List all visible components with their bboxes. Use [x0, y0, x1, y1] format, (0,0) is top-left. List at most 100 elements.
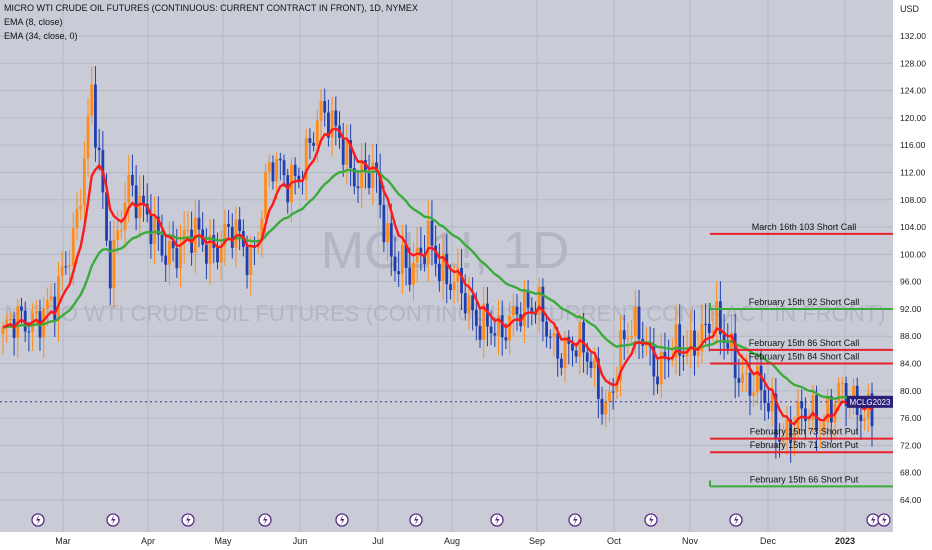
candle-body: [393, 256, 397, 272]
price-tick-label: 76.00: [900, 413, 922, 423]
candle-body: [467, 295, 471, 314]
candle-body: [523, 291, 526, 327]
time-tick-label: Jul: [372, 536, 384, 546]
time-tick-label: Jun: [293, 536, 308, 546]
candle-body: [678, 324, 682, 356]
price-tick-label: 112.00: [900, 167, 926, 177]
candle-body: [156, 216, 160, 235]
indicator-ema-slow[interactable]: EMA (34, close, 0): [4, 31, 78, 41]
candle-body: [112, 239, 116, 289]
candle-body: [334, 110, 338, 126]
candle-body: [119, 230, 123, 232]
candle-body: [718, 301, 722, 335]
candle-body: [667, 359, 671, 361]
candle-body: [415, 247, 419, 263]
candle-body: [138, 195, 142, 219]
lightning-icon[interactable]: [866, 513, 880, 527]
price-tick-label: 108.00: [900, 195, 926, 205]
lightning-icon[interactable]: [568, 513, 582, 527]
candle-body: [700, 323, 704, 352]
price-tick-label: 96.00: [900, 277, 922, 287]
candle-body: [622, 330, 626, 340]
time-axis-bg: [0, 532, 893, 550]
candle-body: [726, 343, 730, 349]
candle-body: [541, 286, 545, 322]
lightning-icon[interactable]: [644, 513, 658, 527]
candle-body: [741, 373, 744, 383]
candle-body: [142, 195, 145, 204]
candle-body: [312, 142, 316, 146]
watermark-name: MICRO WTI CRUDE OIL FUTURES (CONTINUOUS:…: [5, 301, 886, 326]
candle-body: [75, 208, 79, 229]
candle-body: [20, 306, 23, 311]
candle-body: [563, 336, 567, 368]
candle-body: [175, 248, 179, 269]
price-tick-label: 124.00: [900, 86, 926, 96]
ema-lines: [2, 127, 873, 426]
candle-body: [489, 326, 493, 334]
candle-body: [386, 223, 389, 243]
lightning-icon[interactable]: [409, 513, 423, 527]
candle-body: [426, 220, 430, 265]
candle-body: [770, 393, 774, 412]
candle-body: [238, 219, 242, 232]
candle-body: [304, 138, 308, 181]
candle-body: [693, 330, 696, 356]
candle-body: [94, 84, 97, 148]
lightning-icon[interactable]: [258, 513, 272, 527]
candle-body: [430, 220, 434, 246]
event-icons[interactable]: [31, 513, 891, 527]
candle-body: [785, 419, 789, 438]
candle-body: [412, 262, 415, 285]
candle-body: [423, 255, 426, 265]
candle-body: [689, 330, 693, 350]
candle-body: [45, 300, 49, 309]
candle-body: [863, 418, 867, 422]
candle-body: [463, 293, 467, 314]
candle-body: [179, 243, 182, 269]
candle-body: [49, 296, 53, 301]
time-tick-label: Mar: [55, 536, 71, 546]
price-tick-label: 116.00: [900, 140, 926, 150]
lightning-icon[interactable]: [877, 513, 891, 527]
candle-body: [264, 171, 267, 219]
lightning-icon[interactable]: [490, 513, 504, 527]
candle-body: [282, 160, 286, 176]
candle-body: [105, 192, 108, 241]
price-tick-label: 64.00: [900, 495, 922, 505]
candle-body: [508, 315, 512, 341]
candle-body: [367, 172, 371, 188]
level-label: February 15th 66 Short Put: [750, 474, 859, 484]
candle-body: [841, 382, 844, 384]
candle-body: [397, 271, 401, 275]
candle-body: [5, 319, 9, 328]
lightning-icon[interactable]: [106, 513, 120, 527]
candle-body: [630, 336, 634, 339]
candle-body: [537, 286, 541, 315]
candle-body: [656, 376, 659, 385]
indicator-ema-fast[interactable]: EMA (8, close): [4, 17, 63, 27]
candle-body: [27, 331, 31, 333]
candle-body: [815, 395, 818, 431]
lightning-icon[interactable]: [335, 513, 349, 527]
time-tick-label: 2023: [835, 536, 855, 546]
lightning-icon[interactable]: [31, 513, 45, 527]
candle-body: [608, 391, 611, 402]
candle-body: [715, 301, 719, 331]
watermark: MCL1!, 1D MICRO WTI CRUDE OIL FUTURES (C…: [5, 222, 886, 326]
price-axis-bg: [893, 0, 932, 550]
ema-34-line: [2, 168, 873, 403]
candle-body: [778, 438, 781, 442]
candle-body: [267, 162, 271, 172]
currency-label: USD: [900, 4, 920, 14]
candle-body: [60, 266, 64, 277]
candle-body: [637, 306, 641, 340]
candle-body: [707, 323, 711, 333]
candle-body: [168, 240, 171, 265]
lightning-icon[interactable]: [181, 513, 195, 527]
candle-body: [844, 382, 848, 407]
lightning-icon[interactable]: [729, 513, 743, 527]
candle-body: [633, 306, 637, 337]
